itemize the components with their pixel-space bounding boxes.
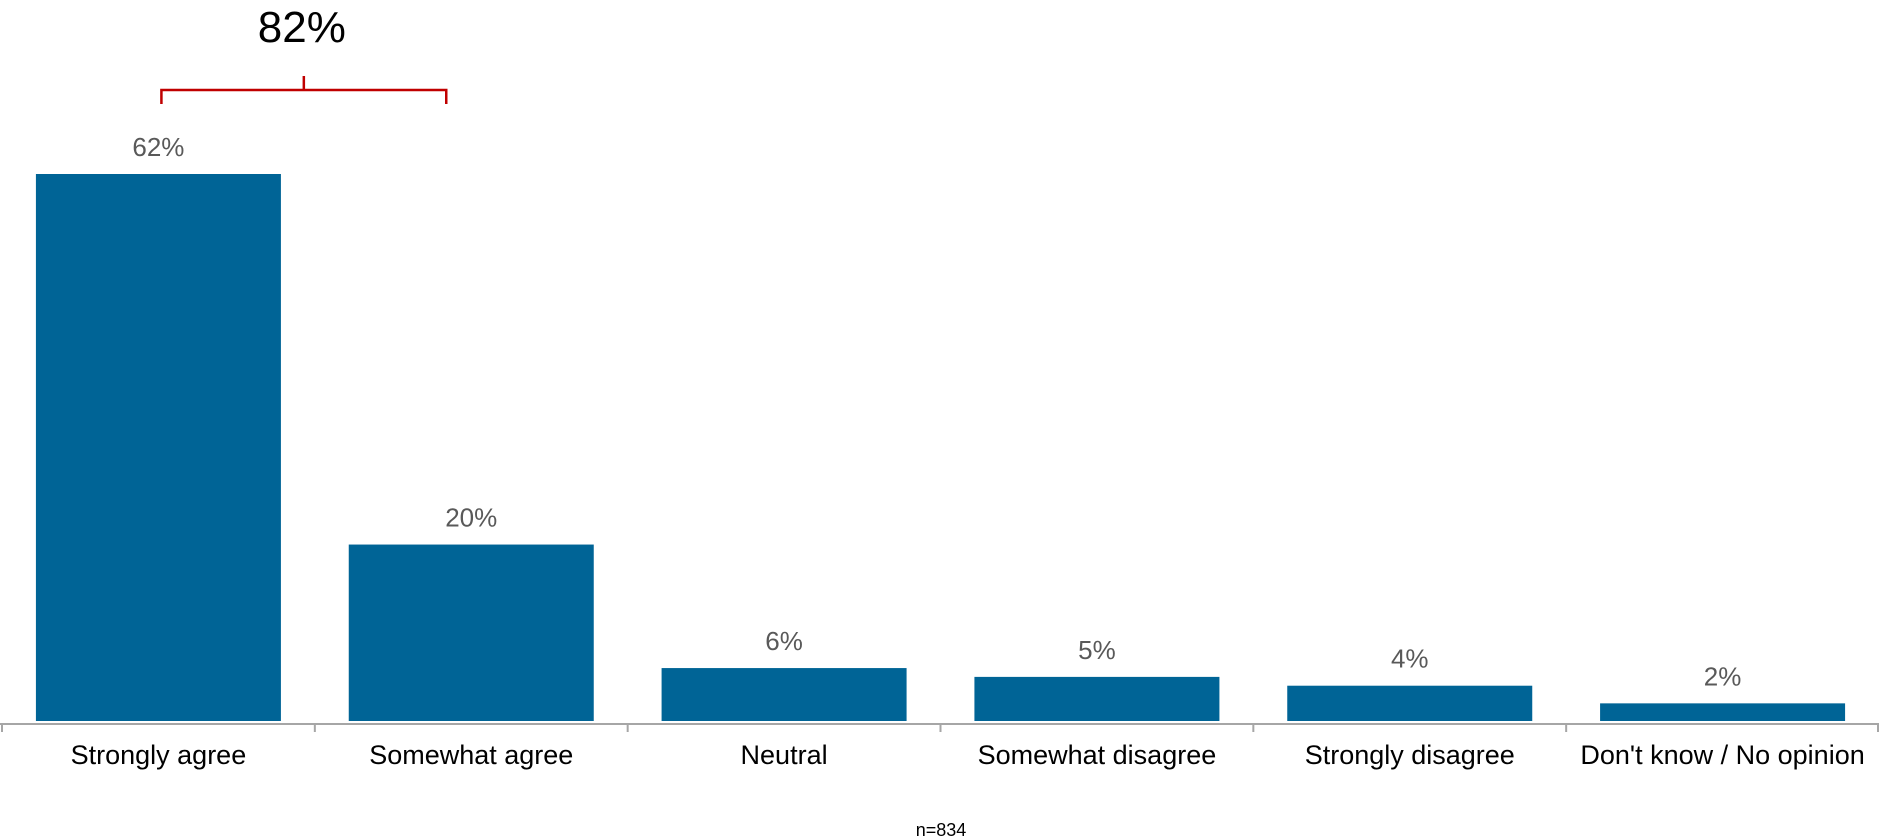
- bracket-annotation: 82%: [160, 3, 448, 104]
- data-label: 62%: [132, 132, 184, 162]
- sample-size-note: n=834: [916, 820, 967, 839]
- bar: [35, 174, 281, 721]
- data-label: 20%: [445, 503, 497, 533]
- bar: [1600, 703, 1846, 721]
- data-label: 6%: [765, 626, 803, 656]
- labels-layer: 62% Strongly agree 20% Somewhat agree 6% Neut…: [71, 132, 1865, 770]
- bars-layer: [35, 174, 1846, 721]
- bracket-line: [160, 88, 448, 104]
- x-tick-label: Somewhat disagree: [978, 740, 1217, 770]
- x-axis: [0, 723, 1879, 732]
- x-tick-label: Neutral: [741, 740, 828, 770]
- data-label: 2%: [1704, 661, 1742, 691]
- x-tick-label: Don't know / No opinion: [1580, 740, 1864, 770]
- data-label: 4%: [1391, 644, 1429, 674]
- bar: [348, 544, 594, 721]
- data-label: 5%: [1078, 635, 1116, 665]
- bracket-total-label: 82%: [258, 3, 346, 52]
- x-tick-label: Strongly disagree: [1305, 740, 1515, 770]
- x-tick-label: Somewhat agree: [369, 740, 573, 770]
- bar: [661, 668, 907, 721]
- bar: [1287, 685, 1533, 721]
- x-tick-label: Strongly agree: [71, 740, 247, 770]
- bar: [974, 676, 1220, 721]
